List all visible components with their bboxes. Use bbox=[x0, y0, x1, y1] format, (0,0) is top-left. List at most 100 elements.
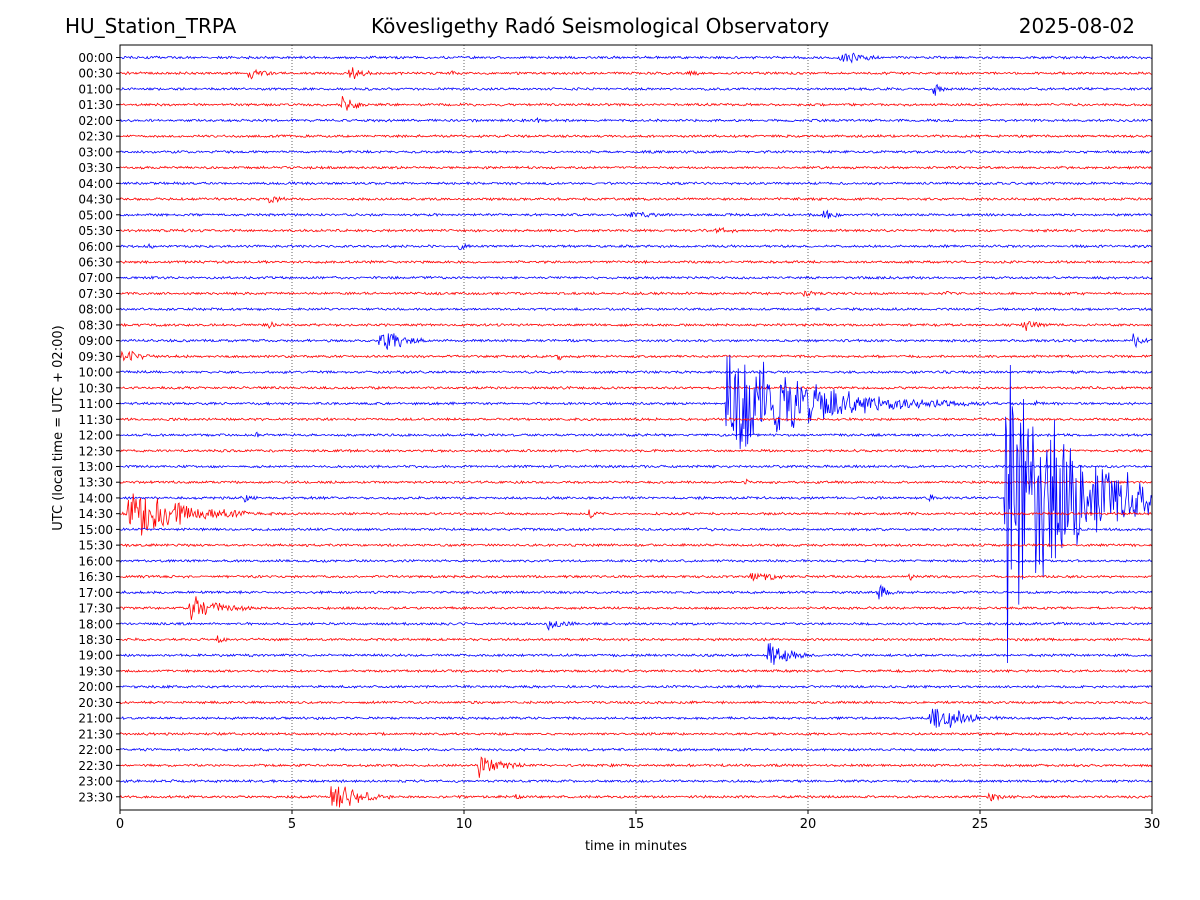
y-tick-label: 04:30 bbox=[78, 193, 113, 207]
trace-row-1100 bbox=[120, 355, 1152, 449]
y-tick-label: 12:00 bbox=[78, 429, 113, 443]
trace-row-0530 bbox=[120, 226, 1152, 235]
trace-row-0300 bbox=[120, 149, 1152, 155]
x-tick-label: 10 bbox=[456, 817, 473, 832]
trace-row-1930 bbox=[120, 668, 1152, 674]
y-tick-label: 06:30 bbox=[78, 255, 113, 269]
trace-row-2130 bbox=[120, 731, 1152, 737]
trace-row-1830 bbox=[120, 635, 1152, 643]
y-tick-label: 00:30 bbox=[78, 67, 113, 81]
y-tick-label: 21:30 bbox=[78, 727, 113, 741]
y-tick-label: 16:00 bbox=[78, 554, 113, 568]
trace-row-1000 bbox=[120, 369, 1152, 375]
y-tick-label: 12:30 bbox=[78, 444, 113, 458]
y-tick-label: 07:00 bbox=[78, 271, 113, 285]
y-tick-label: 05:00 bbox=[78, 208, 113, 222]
y-tick-label: 22:30 bbox=[78, 759, 113, 773]
trace-row-0200 bbox=[120, 117, 1152, 123]
trace-row-1600 bbox=[120, 558, 1152, 564]
y-tick-label: 05:30 bbox=[78, 224, 113, 238]
x-tick-label: 20 bbox=[800, 817, 817, 832]
y-tick-label: 04:00 bbox=[78, 177, 113, 191]
trace-row-0030 bbox=[120, 67, 1152, 80]
trace-row-0430 bbox=[120, 196, 1152, 204]
x-tick-label: 30 bbox=[1144, 817, 1161, 832]
y-tick-label: 07:30 bbox=[78, 287, 113, 301]
y-tick-label: 00:00 bbox=[78, 51, 113, 65]
y-tick-label: 09:00 bbox=[78, 334, 113, 348]
y-tick-label: 01:00 bbox=[78, 82, 113, 96]
y-tick-label: 06:00 bbox=[78, 240, 113, 254]
trace-row-1030 bbox=[120, 385, 1152, 390]
trace-row-2000 bbox=[120, 684, 1152, 689]
trace-row-1430 bbox=[120, 493, 1152, 536]
trace-row-1400 bbox=[120, 365, 1152, 663]
y-tick-label: 03:30 bbox=[78, 161, 113, 175]
trace-row-0800 bbox=[120, 306, 1152, 312]
y-tick-label: 01:30 bbox=[78, 98, 113, 112]
trace-row-1500 bbox=[120, 527, 1152, 532]
trace-row-0830 bbox=[120, 320, 1152, 332]
trace-row-0130 bbox=[120, 95, 1152, 111]
trace-row-1900 bbox=[120, 643, 1152, 665]
trace-row-2200 bbox=[120, 747, 1152, 752]
trace-row-1130 bbox=[120, 416, 1152, 422]
trace-row-0600 bbox=[120, 242, 1152, 251]
trace-row-1630 bbox=[120, 572, 1152, 582]
trace-row-2330 bbox=[120, 786, 1152, 808]
y-tick-label: 16:30 bbox=[78, 570, 113, 584]
trace-row-1530 bbox=[120, 542, 1152, 548]
y-tick-label: 02:30 bbox=[78, 130, 113, 144]
record-date: 2025-08-02 bbox=[1018, 14, 1135, 38]
y-tick-label: 19:00 bbox=[78, 649, 113, 663]
y-tick-label: 03:00 bbox=[78, 145, 113, 159]
trace-row-0700 bbox=[120, 275, 1152, 280]
y-tick-label: 09:30 bbox=[78, 350, 113, 364]
trace-row-1300 bbox=[120, 464, 1152, 469]
grid-lines bbox=[291, 45, 981, 810]
y-tick-label: 15:00 bbox=[78, 523, 113, 537]
y-tick-label: 14:00 bbox=[78, 491, 113, 505]
trace-row-0230 bbox=[120, 133, 1152, 139]
x-axis-label: time in minutes bbox=[585, 839, 687, 854]
y-tick-label: 23:00 bbox=[78, 775, 113, 789]
trace-row-0630 bbox=[120, 259, 1152, 265]
trace-row-1800 bbox=[120, 621, 1152, 631]
y-tick-label: 23:30 bbox=[78, 790, 113, 804]
trace-row-0930 bbox=[120, 350, 1152, 362]
trace-row-2100 bbox=[120, 708, 1152, 728]
y-tick-label: 13:30 bbox=[78, 476, 113, 490]
y-tick-label: 20:00 bbox=[78, 680, 113, 694]
x-tick-label: 15 bbox=[628, 817, 645, 832]
y-tick-label: 13:00 bbox=[78, 460, 113, 474]
observatory-title: Kövesligethy Radó Seismological Observat… bbox=[371, 14, 830, 38]
y-tick-label: 08:30 bbox=[78, 318, 113, 332]
y-tick-label: 14:30 bbox=[78, 507, 113, 521]
y-tick-label: 22:00 bbox=[78, 743, 113, 757]
x-tick-label: 0 bbox=[116, 817, 124, 832]
trace-row-2030 bbox=[120, 700, 1152, 705]
x-tick-label: 5 bbox=[288, 817, 296, 832]
x-tick-label: 25 bbox=[972, 817, 989, 832]
x-tick-labels: 0 5 10 15 20 25 30 bbox=[116, 810, 1160, 832]
y-tick-label: 19:30 bbox=[78, 664, 113, 678]
trace-row-1330 bbox=[120, 478, 1152, 485]
trace-row-0500 bbox=[120, 209, 1152, 219]
trace-row-0730 bbox=[120, 290, 1152, 298]
trace-row-1700 bbox=[120, 584, 1152, 600]
trace-row-1200 bbox=[120, 431, 1152, 438]
y-axis-label: UTC (local time = UTC + 02:00) bbox=[51, 325, 66, 530]
y-tick-label: 08:00 bbox=[78, 303, 113, 317]
trace-row-2300 bbox=[120, 778, 1152, 784]
y-tick-label: 17:00 bbox=[78, 586, 113, 600]
y-tick-label: 21:00 bbox=[78, 712, 113, 726]
y-tick-label: 17:30 bbox=[78, 602, 113, 616]
y-tick-label: 02:00 bbox=[78, 114, 113, 128]
trace-row-0330 bbox=[120, 165, 1152, 170]
trace-row-2230 bbox=[120, 756, 1152, 778]
y-tick-label: 18:00 bbox=[78, 617, 113, 631]
trace-row-1730 bbox=[120, 596, 1152, 620]
y-tick-label: 10:00 bbox=[78, 366, 113, 380]
